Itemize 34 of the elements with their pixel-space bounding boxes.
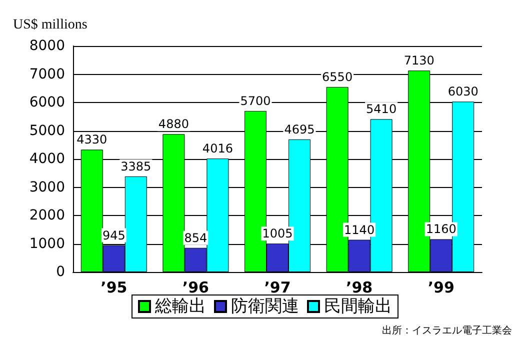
data-label: 3385 (120, 159, 152, 174)
y-tick-label: 8000 (29, 38, 65, 54)
x-tick-label: ’96 (182, 278, 209, 296)
y-tick-label: 4000 (29, 151, 65, 167)
y-tick-label: 0 (56, 264, 65, 280)
y-axis-title: US$ millions (13, 18, 88, 32)
data-label: 4695 (284, 122, 315, 136)
x-tick-label: ’98 (346, 278, 373, 296)
x-tick-label: ’97 (264, 278, 291, 296)
y-tick-label: 6000 (29, 94, 65, 110)
x-tick-label: ’99 (428, 278, 454, 296)
data-label: 4330 (76, 132, 108, 147)
data-label: 4880 (158, 117, 189, 132)
legend-label: 防衛関連 (231, 296, 299, 316)
data-label: 1005 (262, 226, 293, 241)
data-label: 1140 (344, 222, 375, 237)
data-label: 6550 (322, 70, 353, 84)
legend-label: 総輸出 (154, 296, 206, 316)
data-label: 4016 (202, 142, 233, 156)
text: 出所：イスラエル電子工業会 (382, 324, 512, 336)
data-label: 5410 (366, 102, 397, 116)
y-tick-label: 1000 (29, 236, 65, 252)
y-tick-label: 2000 (29, 208, 65, 224)
x-tick-label: ’95 (100, 278, 128, 296)
data-label: 945 (102, 228, 126, 242)
data-label: 5700 (240, 94, 271, 108)
data-label: 1160 (426, 222, 456, 236)
data-label: 854 (184, 230, 208, 245)
y-tick-label: 5000 (29, 122, 65, 139)
legend-label: 民間輸出 (324, 296, 392, 316)
y-tick-label: 7000 (29, 66, 65, 82)
data-label: 7130 (404, 54, 434, 68)
data-label: 6030 (448, 84, 478, 99)
y-tick-label: 3000 (29, 179, 65, 196)
